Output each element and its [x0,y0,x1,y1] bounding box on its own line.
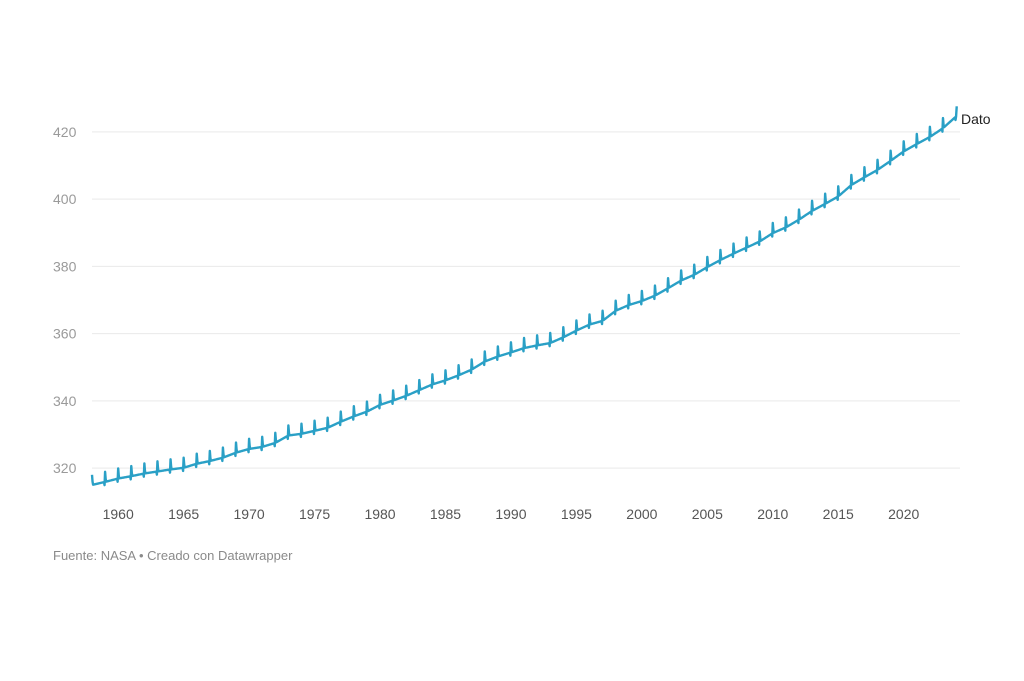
x-tick-label-2015: 2015 [823,506,854,522]
x-tick-label-2000: 2000 [626,506,657,522]
x-tick-label-1960: 1960 [103,506,134,522]
y-tick-label-320: 320 [53,460,77,476]
x-tick-label-1990: 1990 [495,506,526,522]
series-label-0: Dato [961,111,991,127]
x-tick-label-1970: 1970 [234,506,265,522]
chart-footer-credit: Fuente: NASA • Creado con Datawrapper [53,548,293,563]
y-tick-label-360: 360 [53,326,77,342]
series-layer [90,106,958,487]
y-tick-label-420: 420 [53,124,77,140]
y-tick-label-400: 400 [53,191,77,207]
grid-lines [92,131,960,469]
y-tick-label-380: 380 [53,258,77,274]
x-tick-label-1995: 1995 [561,506,592,522]
series-label-layer: Dato [961,111,991,127]
x-tick-label-1965: 1965 [168,506,199,522]
series-line-0 [90,106,958,487]
x-axis-ticks: 1960 1965 1970 1975 1980 1985 1990 1995 2000 2005… [103,506,920,522]
x-tick-label-2010: 2010 [757,506,788,522]
x-tick-label-1975: 1975 [299,506,330,522]
y-tick-label-340: 340 [53,393,77,409]
y-axis-ticks: 320 340 360 380 400 420 [53,124,77,476]
x-tick-label-1985: 1985 [430,506,461,522]
x-tick-label-1980: 1980 [364,506,395,522]
x-tick-label-2020: 2020 [888,506,919,522]
x-tick-label-2005: 2005 [692,506,723,522]
